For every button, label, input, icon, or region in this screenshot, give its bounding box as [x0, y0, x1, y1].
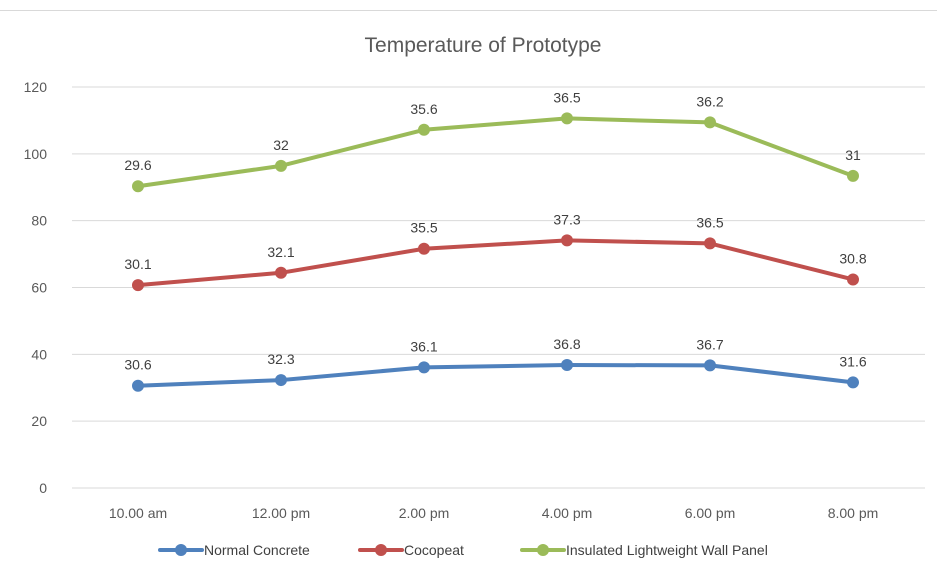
data-point	[418, 242, 430, 255]
legend-item: Insulated Lightweight Wall Panel	[520, 542, 768, 558]
data-point	[132, 180, 144, 193]
x-tick-label: 4.00 pm	[542, 505, 593, 521]
data-point	[704, 237, 716, 250]
data-point	[847, 273, 859, 286]
x-axis-ticks: 10.00 am 12.00 pm 2.00 pm 4.00 pm 6.00 pm 8.0…	[109, 505, 878, 521]
data-label: 31	[845, 147, 861, 163]
data-point	[132, 279, 144, 292]
data-point	[704, 116, 716, 129]
data-label: 30.1	[124, 256, 151, 272]
data-point	[847, 376, 859, 389]
data-label: 36.5	[696, 214, 723, 230]
data-label: 29.6	[124, 157, 151, 173]
data-point	[275, 374, 287, 387]
x-tick-label: 10.00 am	[109, 505, 167, 521]
top-divider	[0, 10, 937, 11]
data-label: 37.3	[553, 211, 580, 227]
data-label: 31.6	[839, 353, 866, 369]
data-point	[275, 159, 287, 172]
data-label: 35.6	[410, 101, 437, 117]
data-label: 32	[273, 137, 289, 153]
gridlines	[72, 86, 925, 489]
data-point	[561, 359, 573, 372]
data-label: 32.1	[267, 244, 294, 260]
y-tick-label: 20	[31, 413, 47, 429]
legend-item: Normal Concrete	[158, 542, 310, 558]
data-label: 35.5	[410, 220, 437, 236]
series-1	[132, 359, 859, 392]
x-tick-label: 6.00 pm	[685, 505, 736, 521]
legend-swatch-marker	[175, 544, 187, 556]
data-label: 30.8	[839, 250, 866, 266]
y-tick-label: 80	[31, 213, 47, 229]
data-label: 36.2	[696, 93, 723, 109]
legend: Normal Concrete Cocopeat Insulated Lightwe…	[158, 542, 768, 558]
data-point	[561, 234, 573, 247]
legend-label: Normal Concrete	[204, 542, 310, 558]
y-tick-label: 120	[24, 79, 48, 95]
data-point	[418, 123, 430, 136]
y-tick-label: 60	[31, 280, 47, 296]
series-line	[136, 363, 855, 388]
data-point	[847, 169, 859, 182]
series-2	[132, 234, 859, 292]
legend-swatch-marker	[537, 544, 549, 556]
x-tick-label: 8.00 pm	[828, 505, 879, 521]
data-point	[132, 379, 144, 392]
legend-swatch-marker	[375, 544, 387, 556]
data-point	[275, 266, 287, 279]
legend-label: Insulated Lightweight Wall Panel	[566, 542, 768, 558]
y-tick-label: 0	[39, 480, 47, 496]
y-tick-label: 100	[24, 146, 48, 162]
data-label: 36.1	[410, 338, 437, 354]
y-axis-ticks: 0 20 40 60 80 100 120	[24, 79, 48, 496]
series-layer	[132, 112, 859, 392]
x-tick-label: 2.00 pm	[399, 505, 450, 521]
x-tick-label: 12.00 pm	[252, 505, 310, 521]
series-line	[136, 116, 855, 189]
chart-title: Temperature of Prototype	[365, 34, 602, 57]
legend-label: Cocopeat	[404, 542, 464, 558]
data-label: 36.8	[553, 336, 580, 352]
data-point	[561, 112, 573, 125]
legend-item: Cocopeat	[358, 542, 464, 558]
series-3	[132, 112, 859, 193]
data-point	[418, 361, 430, 374]
data-point	[704, 359, 716, 372]
data-label: 36.7	[696, 336, 723, 352]
data-label: 36.5	[553, 89, 580, 105]
data-label: 30.6	[124, 357, 151, 373]
data-label: 32.3	[267, 351, 294, 367]
y-tick-label: 40	[31, 346, 47, 362]
data-labels: 30.6 32.3 36.1 36.8 36.7 31.6 30.1 32.1 35.5 37.3…	[124, 89, 866, 372]
series-line	[136, 238, 855, 288]
